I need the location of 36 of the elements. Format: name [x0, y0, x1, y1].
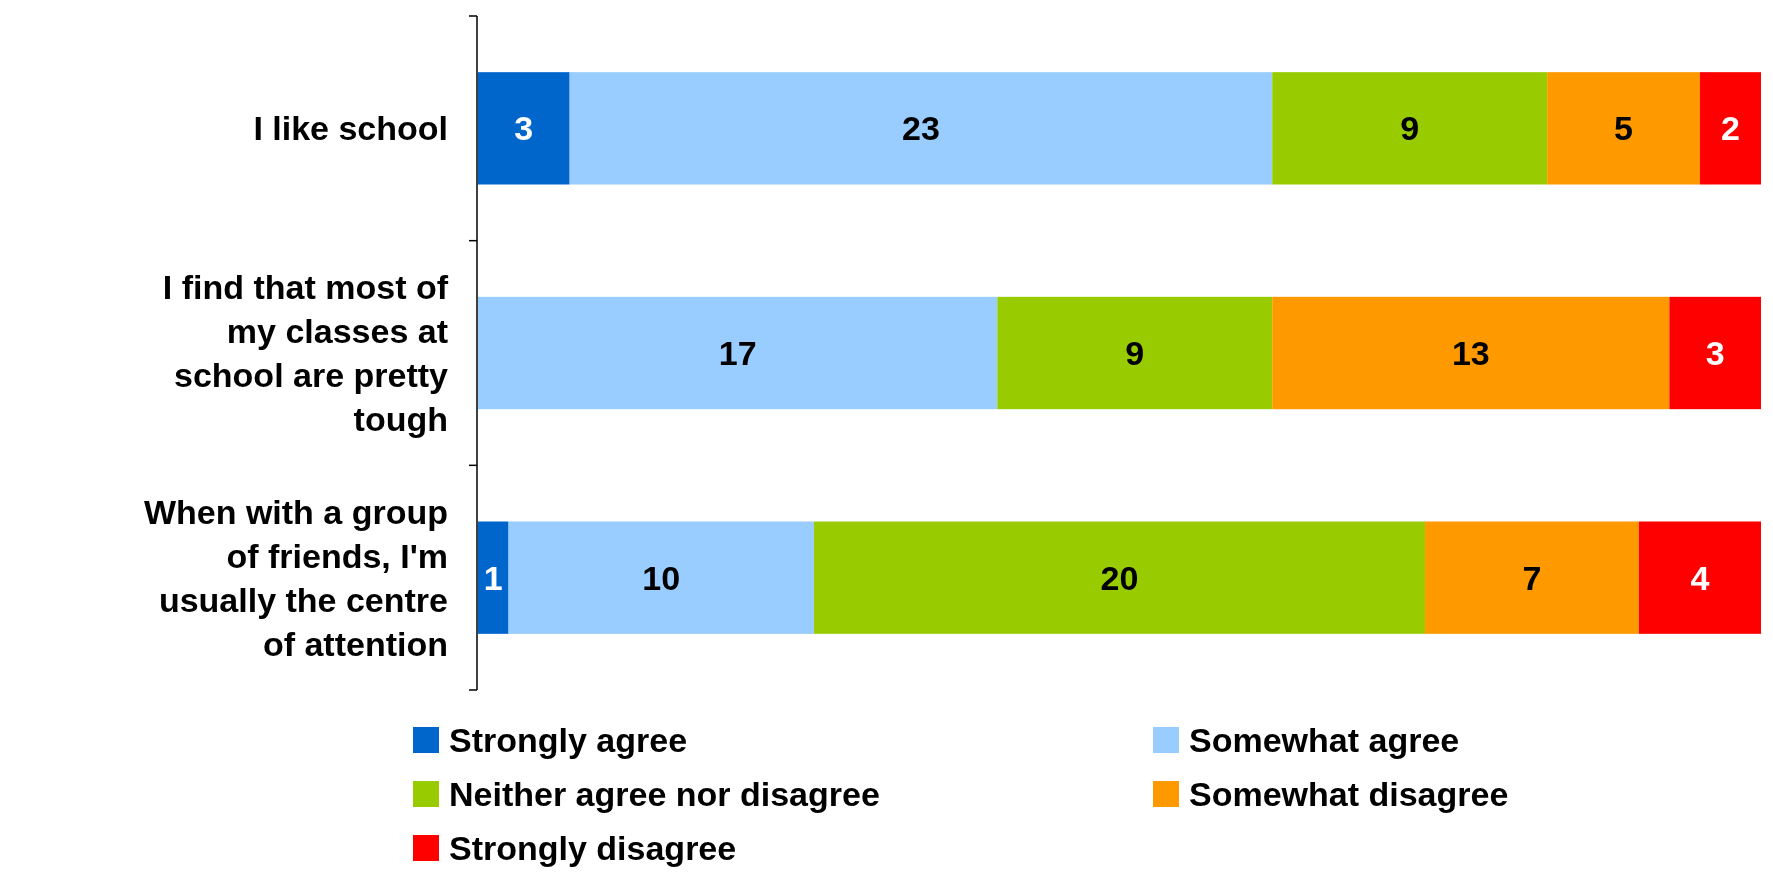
data-label: 17 — [718, 333, 757, 372]
data-label: 10 — [642, 558, 681, 597]
data-label: 9 — [1400, 109, 1420, 148]
bar — [997, 296, 1273, 410]
y-tick-label: When with a group of friends, I'm usually the centre of attention — [143, 492, 448, 663]
bar — [569, 72, 1273, 185]
data-label: 1 — [483, 558, 503, 597]
data-label: 3 — [514, 109, 534, 148]
data-label: 5 — [1614, 109, 1633, 148]
y-tick-label: I find that most of my classes at school are pretty tough — [162, 267, 449, 438]
legend-label: Strongly agree — [449, 720, 688, 759]
bar — [814, 521, 1425, 634]
data-label: 13 — [1451, 333, 1490, 372]
bar — [1699, 72, 1761, 185]
bar — [1424, 521, 1639, 634]
legend-label: Somewhat disagree — [1189, 774, 1509, 813]
data-label: 9 — [1125, 333, 1145, 372]
bar — [1638, 521, 1761, 634]
bar — [1272, 72, 1548, 185]
data-label: 3 — [1705, 333, 1725, 372]
legend-label: Somewhat agree — [1189, 720, 1460, 759]
data-label: 2 — [1720, 109, 1740, 148]
data-label: 7 — [1522, 558, 1542, 597]
bar — [478, 521, 509, 634]
bar — [478, 296, 998, 410]
bar — [1669, 296, 1761, 410]
legend-label: Strongly disagree — [449, 828, 737, 867]
bar — [1272, 296, 1670, 410]
bar — [508, 521, 815, 634]
y-tick-label: I like school — [253, 109, 448, 148]
bar — [478, 72, 570, 185]
bar — [1547, 72, 1700, 185]
data-label: 23 — [902, 109, 940, 148]
data-label: 4 — [1690, 558, 1710, 597]
legend-label: Neither agree nor disagree — [449, 774, 880, 813]
data-label: 20 — [1100, 558, 1139, 597]
